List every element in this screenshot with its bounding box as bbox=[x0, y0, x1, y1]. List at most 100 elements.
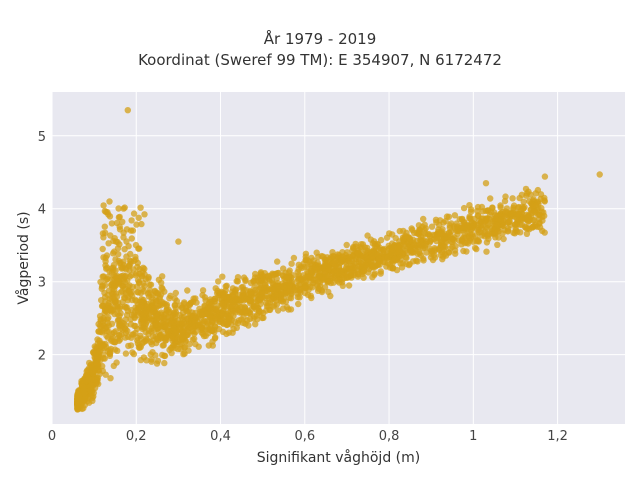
data-point bbox=[362, 254, 369, 261]
data-point bbox=[317, 279, 324, 286]
data-point bbox=[100, 341, 108, 349]
data-point bbox=[192, 309, 199, 317]
data-point bbox=[122, 326, 129, 333]
data-point bbox=[478, 215, 485, 222]
data-point bbox=[438, 230, 445, 237]
y-tick-label: 3 bbox=[38, 276, 46, 291]
data-point bbox=[94, 376, 101, 384]
data-point bbox=[143, 336, 151, 343]
x-tick-label: 0,4 bbox=[210, 429, 231, 444]
data-point bbox=[384, 254, 392, 261]
data-point bbox=[132, 241, 140, 249]
data-point bbox=[233, 305, 240, 312]
data-point bbox=[389, 264, 397, 271]
data-point bbox=[497, 217, 504, 224]
data-point bbox=[510, 229, 517, 236]
data-point bbox=[117, 325, 124, 332]
data-point bbox=[313, 249, 320, 256]
data-point bbox=[481, 230, 488, 237]
data-point bbox=[125, 342, 132, 350]
data-point bbox=[520, 198, 527, 205]
data-point bbox=[280, 305, 287, 312]
data-point bbox=[199, 311, 206, 318]
data-point bbox=[246, 290, 253, 298]
data-point bbox=[304, 263, 311, 270]
data-point bbox=[488, 225, 495, 232]
data-point bbox=[324, 254, 331, 261]
data-point bbox=[449, 235, 456, 243]
data-point bbox=[295, 274, 302, 281]
data-point bbox=[350, 245, 357, 252]
data-point bbox=[487, 208, 495, 216]
data-point bbox=[453, 220, 460, 227]
data-point bbox=[321, 284, 329, 291]
chart-title: År 1979 - 2019 bbox=[263, 30, 377, 48]
data-point bbox=[501, 197, 509, 205]
data-point bbox=[529, 224, 536, 231]
data-point bbox=[96, 322, 104, 330]
data-point bbox=[114, 347, 121, 354]
x-tick-label: 1,2 bbox=[547, 429, 568, 444]
data-point bbox=[106, 213, 114, 220]
data-point bbox=[183, 331, 191, 339]
data-point bbox=[199, 287, 207, 294]
data-point bbox=[346, 265, 353, 272]
data-point bbox=[466, 202, 473, 209]
data-point bbox=[523, 190, 531, 197]
data-point bbox=[129, 349, 136, 356]
data-point bbox=[211, 295, 218, 302]
data-point bbox=[377, 236, 385, 244]
data-point bbox=[139, 268, 146, 275]
data-point bbox=[433, 234, 441, 241]
data-point bbox=[262, 294, 269, 302]
data-point bbox=[406, 260, 413, 268]
data-point bbox=[269, 280, 276, 287]
data-point bbox=[238, 316, 245, 323]
data-point bbox=[171, 301, 179, 308]
data-point bbox=[107, 375, 114, 382]
data-point bbox=[209, 338, 216, 345]
data-point bbox=[438, 241, 446, 248]
data-point bbox=[263, 307, 270, 314]
data-point bbox=[201, 294, 209, 301]
data-point bbox=[88, 381, 95, 389]
data-point bbox=[442, 217, 449, 225]
data-point bbox=[510, 209, 517, 216]
data-point bbox=[113, 219, 121, 227]
data-point bbox=[161, 352, 169, 359]
data-point bbox=[101, 223, 109, 230]
data-point bbox=[256, 281, 263, 289]
data-point bbox=[162, 337, 170, 344]
data-point bbox=[101, 309, 108, 317]
data-point bbox=[106, 305, 114, 312]
data-point bbox=[418, 241, 425, 249]
data-point bbox=[143, 357, 150, 364]
data-point bbox=[137, 343, 144, 351]
data-point bbox=[178, 333, 185, 340]
data-point bbox=[532, 190, 539, 197]
data-point bbox=[206, 325, 213, 333]
data-point bbox=[128, 235, 135, 242]
data-point bbox=[227, 311, 234, 318]
data-point bbox=[129, 227, 137, 234]
data-point bbox=[98, 302, 106, 310]
data-point bbox=[452, 242, 459, 250]
data-point bbox=[191, 317, 199, 324]
data-point bbox=[522, 223, 529, 231]
data-point bbox=[405, 238, 413, 245]
x-tick-label: 1 bbox=[469, 429, 477, 444]
data-point bbox=[111, 310, 118, 318]
data-point bbox=[213, 305, 220, 312]
data-point bbox=[106, 198, 113, 205]
data-point bbox=[393, 256, 400, 263]
data-point bbox=[123, 304, 130, 311]
data-point bbox=[184, 287, 191, 294]
data-point bbox=[500, 222, 507, 229]
data-point bbox=[287, 306, 295, 313]
data-point bbox=[163, 323, 170, 330]
data-point bbox=[426, 245, 433, 252]
data-point bbox=[510, 204, 517, 211]
data-point bbox=[504, 227, 511, 234]
data-point bbox=[134, 289, 141, 296]
